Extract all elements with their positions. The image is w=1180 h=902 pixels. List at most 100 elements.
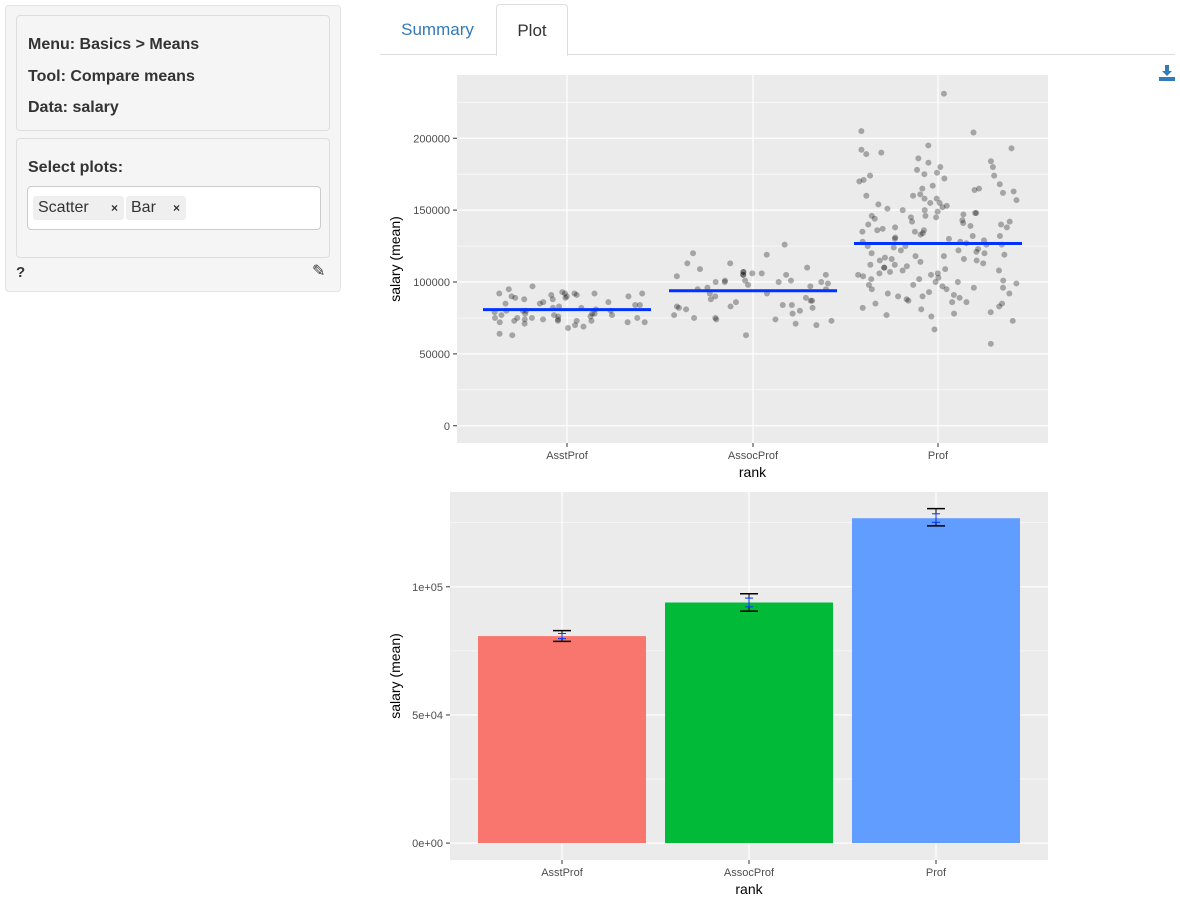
data-point <box>884 290 891 297</box>
data-point <box>529 283 536 290</box>
data-point <box>763 251 770 258</box>
data-point <box>580 323 587 330</box>
data-point <box>967 222 974 229</box>
data-point <box>673 273 680 280</box>
tab-summary[interactable]: Summary <box>401 20 474 39</box>
data-point <box>1013 280 1020 287</box>
bar <box>665 602 833 844</box>
data-point <box>972 210 979 216</box>
data-point <box>928 313 935 320</box>
data-point <box>919 230 926 237</box>
data-point <box>712 293 719 300</box>
edit-icon[interactable]: ✎ <box>312 263 326 280</box>
data-point <box>559 289 566 296</box>
data-point <box>975 245 982 252</box>
data-point <box>925 159 932 166</box>
remove-icon[interactable]: × <box>172 201 180 215</box>
data-point <box>899 207 906 214</box>
data-point <box>1003 224 1010 231</box>
download-icon[interactable] <box>1158 64 1176 87</box>
x-axis-title: rank <box>735 881 763 897</box>
data-point <box>779 302 786 308</box>
data-point <box>933 195 940 202</box>
data-point <box>865 221 872 228</box>
data-point <box>872 300 879 307</box>
data-point <box>556 303 563 310</box>
data-point <box>787 277 794 284</box>
remove-icon[interactable]: × <box>110 201 118 215</box>
data-point <box>521 316 528 323</box>
data-point <box>696 266 703 273</box>
y-tick-label: 150000 <box>413 205 450 217</box>
data-point <box>824 280 831 287</box>
data-point <box>891 235 898 242</box>
data-point <box>492 314 499 321</box>
data-point <box>555 313 562 320</box>
data-point <box>548 291 555 298</box>
data-point <box>498 312 505 319</box>
data-point <box>868 286 875 293</box>
data-point <box>1009 317 1016 324</box>
data-point <box>998 221 1005 228</box>
select-plots-input[interactable]: Scatter × Bar × <box>27 186 321 230</box>
data-point <box>573 291 580 298</box>
data-point <box>980 237 987 244</box>
data-point <box>1000 284 1007 291</box>
data-point <box>860 176 867 183</box>
data-point <box>505 286 512 293</box>
tab-plot[interactable]: Plot <box>496 4 568 56</box>
data-point <box>903 263 910 270</box>
data-point <box>971 187 978 193</box>
data-point <box>822 271 829 278</box>
data-point <box>775 279 782 285</box>
data-point <box>690 250 697 257</box>
data-point <box>956 294 963 301</box>
data-point <box>807 297 814 304</box>
help-button[interactable]: ? <box>16 264 26 281</box>
data-point <box>922 212 929 219</box>
chip-scatter: Scatter × <box>33 196 124 220</box>
data-point <box>929 182 936 189</box>
data-point <box>980 260 987 267</box>
data-point <box>916 276 923 283</box>
data-point <box>573 317 580 324</box>
data-point <box>1006 290 1013 297</box>
data-point <box>683 306 690 313</box>
data-point <box>936 199 943 206</box>
data-point <box>884 205 891 212</box>
data-point <box>743 332 750 339</box>
x-tick-label: AsstProf <box>546 450 589 462</box>
select-plots-panel: Select plots: Scatter × Bar × <box>16 138 330 258</box>
data-point <box>871 215 878 222</box>
data-point <box>883 312 890 319</box>
data-point <box>951 310 958 317</box>
data-point <box>925 142 932 149</box>
data-point <box>704 284 711 291</box>
data-point <box>881 264 888 271</box>
data-point <box>554 317 561 324</box>
data-point <box>921 195 928 202</box>
data-point <box>920 227 927 234</box>
data-point <box>931 326 938 333</box>
y-tick-label: 1e+05 <box>412 582 443 594</box>
data-point <box>987 340 994 347</box>
data-point <box>876 257 883 264</box>
data-point <box>514 314 521 321</box>
chip-bar: Bar × <box>126 196 186 220</box>
data-point <box>874 227 881 234</box>
y-axis-title: salary (mean) <box>387 633 403 719</box>
data-point <box>792 320 799 327</box>
data-point <box>919 185 926 192</box>
data-point <box>858 128 865 135</box>
data-point <box>536 300 543 307</box>
data-point <box>732 299 739 306</box>
data-point <box>879 225 886 232</box>
data-point <box>813 322 820 329</box>
data-point <box>1008 145 1015 152</box>
x-tick-label: Prof <box>926 867 947 879</box>
data-point <box>781 241 788 248</box>
data-point <box>996 181 1003 188</box>
data-point <box>973 248 980 255</box>
data-point <box>917 191 924 198</box>
data-point <box>712 279 719 285</box>
